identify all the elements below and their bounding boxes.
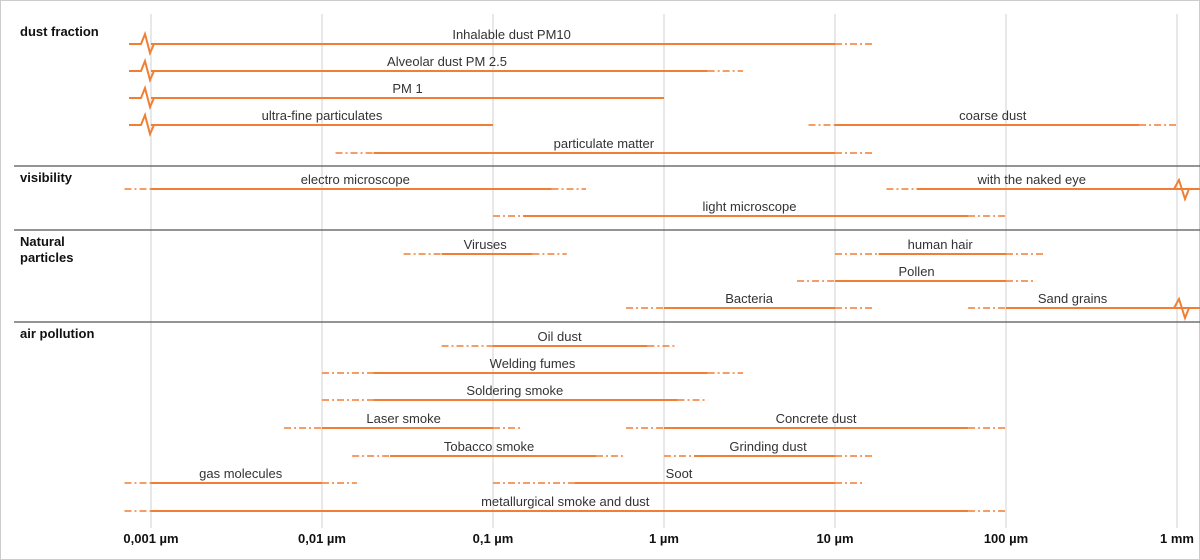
range-bar-1 — [129, 57, 744, 84]
range-bar-0 — [129, 30, 873, 57]
tick-label-6: 1 mm — [1160, 531, 1194, 546]
tick-label-2: 0,1 µm — [473, 531, 514, 546]
range-label-0: Inhalable dust PM10 — [452, 27, 571, 42]
x-axis-tick-labels: 0,001 µm 0,01 µm 0,1 µm 1 µm 10 µm 100 µm 1 mm — [123, 531, 1194, 546]
group-title-1: visibility — [20, 170, 73, 185]
tick-label-0: 0,001 µm — [123, 531, 178, 546]
range-label-12: Bacteria — [725, 291, 773, 306]
group-title-2: Natural particles — [20, 234, 73, 265]
range-label-19: Tobacco smoke — [444, 439, 534, 454]
tick-label-4: 10 µm — [816, 531, 853, 546]
range-bar-2 — [129, 84, 664, 111]
group-separators — [14, 165, 1200, 323]
range-label-11: Pollen — [899, 264, 935, 279]
gridlines — [150, 14, 1178, 528]
range-label-23: metallurgical smoke and dust — [481, 494, 650, 509]
tick-label-1: 0,01 µm — [298, 531, 346, 546]
range-bar-7 — [886, 177, 1200, 202]
group-titles: dust fraction visibility Natural particles a… — [20, 24, 99, 341]
range-label-17: Laser smoke — [366, 411, 440, 426]
group-title-0: dust fraction — [20, 24, 99, 39]
range-label-14: Oil dust — [537, 329, 581, 344]
range-label-6: electro microscope — [301, 172, 410, 187]
range-label-22: Soot — [666, 466, 693, 481]
range-label-1: Alveolar dust PM 2.5 — [387, 54, 507, 69]
tick-label-5: 100 µm — [984, 531, 1028, 546]
range-label-4: coarse dust — [959, 108, 1027, 123]
range-label-8: light microscope — [703, 199, 797, 214]
range-label-5: particulate matter — [554, 136, 655, 151]
range-label-10: human hair — [908, 237, 974, 252]
range-label-9: Viruses — [464, 237, 508, 252]
range-bar-3 — [129, 111, 493, 138]
range-label-21: gas molecules — [199, 466, 283, 481]
group-title-3: air pollution — [20, 326, 94, 341]
range-label-20: Grinding dust — [729, 439, 807, 454]
range-label-7: with the naked eye — [977, 172, 1086, 187]
range-label-16: Soldering smoke — [466, 383, 563, 398]
tick-label-3: 1 µm — [649, 531, 679, 546]
range-label-18: Concrete dust — [776, 411, 857, 426]
range-bar-13 — [968, 296, 1200, 321]
range-label-3: ultra-fine particulates — [262, 108, 383, 123]
range-label-13: Sand grains — [1038, 291, 1108, 306]
range-bars — [124, 30, 1200, 512]
range-labels: Inhalable dust PM10 Alveolar dust PM 2.5 P… — [199, 27, 1108, 509]
range-label-15: Welding fumes — [490, 356, 576, 371]
range-label-2: PM 1 — [392, 81, 422, 96]
